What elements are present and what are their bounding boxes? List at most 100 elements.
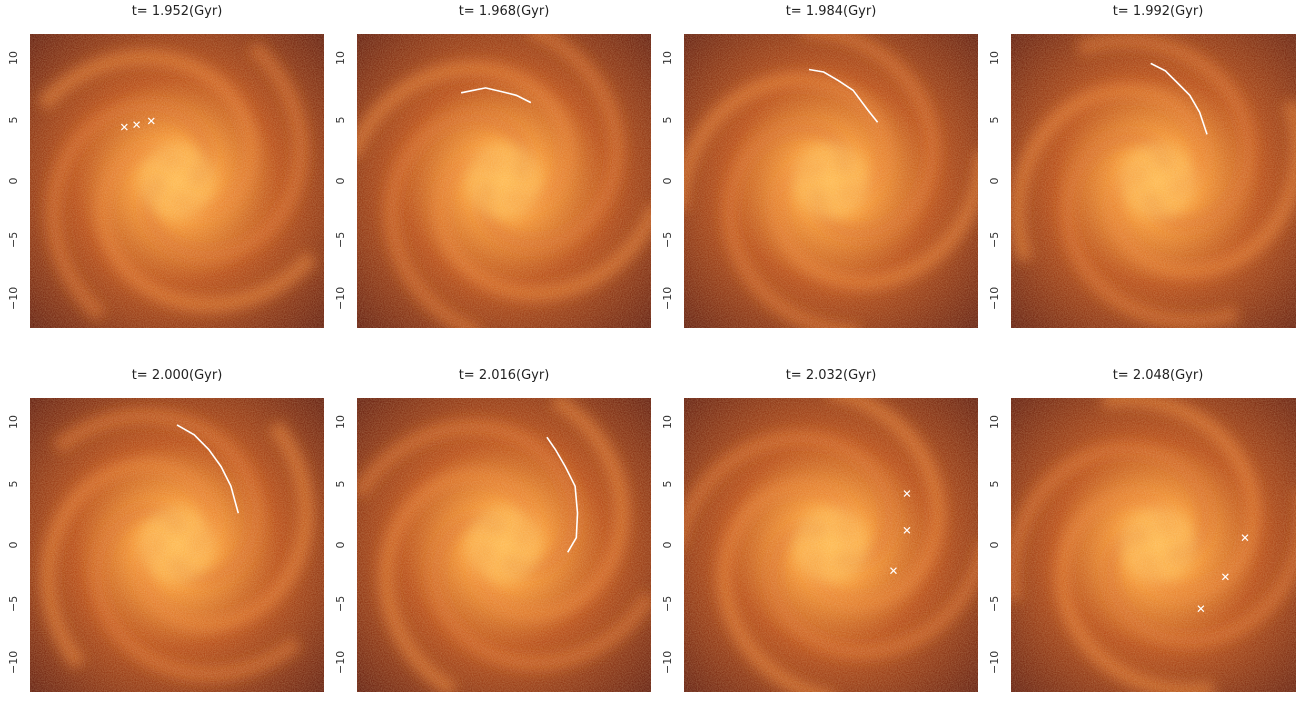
y-tick-label: −5 bbox=[7, 596, 20, 613]
y-tick-label: −5 bbox=[334, 232, 347, 249]
tracked-arm-line bbox=[460, 87, 532, 104]
galaxy-panel: t= 2.048(Gyr) 10 5 0 −5 −10 bbox=[981, 364, 1296, 704]
y-tick-label: 0 bbox=[661, 541, 674, 549]
noise-overlay bbox=[1011, 398, 1296, 692]
y-tick-label: 10 bbox=[334, 50, 347, 65]
y-tick-label: 5 bbox=[334, 116, 347, 124]
cross-marker bbox=[1197, 605, 1205, 613]
y-tick-label: −10 bbox=[7, 650, 20, 674]
cross-marker bbox=[890, 567, 897, 575]
y-tick-label: −10 bbox=[334, 650, 347, 674]
galaxy-panel: t= 2.032(Gyr) 10 5 0 −5 −10 bbox=[654, 364, 980, 704]
y-tick-label: 5 bbox=[7, 116, 20, 124]
y-tick-label: −5 bbox=[661, 596, 674, 613]
y-tick-label: 0 bbox=[661, 177, 674, 185]
cross-marker bbox=[903, 490, 911, 497]
noise-overlay bbox=[30, 398, 324, 692]
noise-overlay bbox=[1011, 34, 1296, 328]
y-axis-ticks: 10 5 0 −5 −10 bbox=[0, 34, 30, 328]
y-tick-label: 5 bbox=[988, 480, 1001, 488]
y-tick-label: 0 bbox=[988, 541, 1001, 549]
panel-title: t= 1.952(Gyr) bbox=[131, 4, 223, 19]
y-tick-label: 10 bbox=[334, 414, 347, 429]
cross-marker bbox=[1221, 573, 1229, 581]
y-axis-ticks: 10 5 0 −5 −10 bbox=[981, 34, 1011, 328]
galaxy-panel: t= 1.968(Gyr) 10 5 0 −5 −10 bbox=[327, 0, 653, 340]
galaxy-image bbox=[684, 398, 978, 692]
panel-title: t= 2.048(Gyr) bbox=[1112, 368, 1204, 383]
y-tick-label: 0 bbox=[7, 177, 20, 185]
tracked-arm-line bbox=[808, 68, 879, 123]
y-axis-ticks: 10 5 0 −5 −10 bbox=[654, 34, 684, 328]
noise-overlay bbox=[30, 34, 324, 328]
y-tick-label: −5 bbox=[7, 232, 20, 249]
galaxy-image bbox=[30, 34, 324, 328]
y-tick-label: −5 bbox=[988, 596, 1001, 613]
galaxy-image bbox=[30, 398, 324, 692]
y-tick-label: −10 bbox=[661, 650, 674, 674]
tracked-arm-line bbox=[176, 424, 240, 514]
galaxy-panel: t= 2.016(Gyr) 10 5 0 −5 −10 bbox=[327, 364, 653, 704]
y-tick-label: 0 bbox=[334, 177, 347, 185]
y-tick-label: 10 bbox=[7, 50, 20, 65]
y-tick-label: −10 bbox=[988, 286, 1001, 310]
galaxy-svg bbox=[30, 398, 324, 692]
noise-overlay bbox=[357, 398, 651, 692]
y-axis-ticks: 10 5 0 −5 −10 bbox=[327, 34, 357, 328]
y-axis-ticks: 10 5 0 −5 −10 bbox=[981, 398, 1011, 692]
galaxy-svg bbox=[1011, 398, 1296, 692]
noise-overlay bbox=[684, 34, 978, 328]
tracked-arm-line bbox=[1150, 62, 1208, 135]
y-tick-label: 0 bbox=[7, 541, 20, 549]
galaxy-panel: t= 1.952(Gyr) 10 5 0 −5 −10 bbox=[0, 0, 326, 340]
y-axis-ticks: 10 5 0 −5 −10 bbox=[327, 398, 357, 692]
y-tick-label: −10 bbox=[334, 286, 347, 310]
galaxy-svg bbox=[684, 34, 978, 328]
galaxy-svg bbox=[684, 398, 978, 692]
y-tick-label: 5 bbox=[661, 480, 674, 488]
galaxy-image bbox=[1011, 34, 1296, 328]
noise-overlay bbox=[684, 398, 978, 692]
y-tick-label: 10 bbox=[661, 50, 674, 65]
galaxy-image bbox=[357, 34, 651, 328]
noise-overlay bbox=[357, 34, 651, 328]
y-axis-ticks: 10 5 0 −5 −10 bbox=[654, 398, 684, 692]
galaxy-svg bbox=[357, 34, 651, 328]
galaxy-image bbox=[357, 398, 651, 692]
y-tick-label: 0 bbox=[988, 177, 1001, 185]
y-tick-label: 5 bbox=[661, 116, 674, 124]
y-tick-label: −10 bbox=[988, 650, 1001, 674]
y-tick-label: −5 bbox=[988, 232, 1001, 249]
cross-marker bbox=[147, 117, 155, 125]
galaxy-panel: t= 2.000(Gyr) 10 5 0 −5 −10 bbox=[0, 364, 326, 704]
cross-marker bbox=[120, 123, 128, 131]
y-tick-label: 10 bbox=[988, 414, 1001, 429]
galaxy-svg bbox=[30, 34, 324, 328]
y-tick-label: 5 bbox=[988, 116, 1001, 124]
panel-title: t= 1.984(Gyr) bbox=[785, 4, 877, 19]
cross-marker bbox=[1241, 534, 1249, 542]
y-tick-label: −10 bbox=[7, 286, 20, 310]
galaxy-image bbox=[684, 34, 978, 328]
galaxy-image bbox=[1011, 398, 1296, 692]
cross-marker bbox=[903, 526, 911, 534]
y-tick-label: 10 bbox=[988, 50, 1001, 65]
y-tick-label: 5 bbox=[334, 480, 347, 488]
panel-title: t= 1.968(Gyr) bbox=[458, 4, 550, 19]
y-axis-ticks: 10 5 0 −5 −10 bbox=[0, 398, 30, 692]
panel-title: t= 2.000(Gyr) bbox=[131, 368, 223, 383]
galaxy-panel: t= 1.984(Gyr) 10 5 0 −5 −10 bbox=[654, 0, 980, 340]
cross-marker bbox=[133, 121, 140, 129]
panel-title: t= 2.016(Gyr) bbox=[458, 368, 550, 383]
y-tick-label: 5 bbox=[7, 480, 20, 488]
galaxy-panel: t= 1.992(Gyr) 10 5 0 −5 −10 bbox=[981, 0, 1296, 340]
y-tick-label: −5 bbox=[334, 596, 347, 613]
y-tick-label: 0 bbox=[334, 541, 347, 549]
galaxy-svg bbox=[1011, 34, 1296, 328]
y-tick-label: 10 bbox=[661, 414, 674, 429]
y-tick-label: −5 bbox=[661, 232, 674, 249]
panel-title: t= 2.032(Gyr) bbox=[785, 368, 877, 383]
y-tick-label: 10 bbox=[7, 414, 20, 429]
panel-title: t= 1.992(Gyr) bbox=[1112, 4, 1204, 19]
tracked-arm-line bbox=[546, 436, 579, 553]
